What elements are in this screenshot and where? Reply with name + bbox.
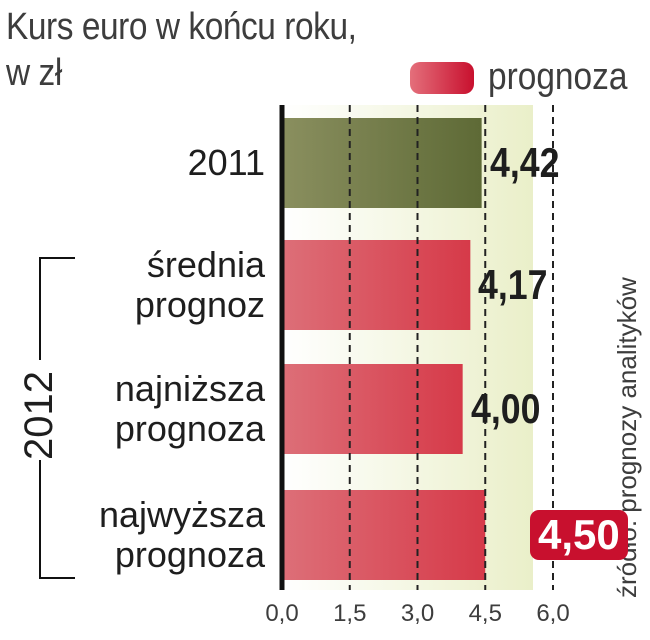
category-label-3: najwyższa prognoza [98,494,265,575]
bar-average [282,240,471,330]
category-label-1: średnia prognoz [134,244,265,325]
bar-2011 [282,118,482,208]
group-label-2012: 2012 [17,371,61,460]
x-tick-label-4: 6,0 [536,600,570,627]
chart-title-line-2: w zł [6,52,62,94]
x-tick-label-3: 4,5 [468,600,502,627]
x-tick-label-0: 0,0 [265,600,299,627]
category-label-0: 2011 [187,142,265,183]
legend-swatch-forecast [410,62,474,94]
x-tick-label-2: 3,0 [400,600,435,627]
group-bracket-2012 [39,257,75,579]
legend-label: prognoza [488,56,628,98]
value-label-2: 4,00 [470,385,541,432]
category-label-2: najniższa prognoza [114,368,265,449]
value-label-3: 4,50 [530,510,628,560]
chart-title-line-1: Kurs euro w końcu roku, [6,6,357,48]
chart-title: Kurs euro w końcu roku, w zł [6,4,357,96]
x-tick-label-1: 1,5 [333,600,367,627]
bar-highest [282,490,486,580]
value-label-1: 4,17 [478,261,548,308]
bar-lowest [282,364,463,454]
value-label-0: 4,42 [489,139,560,186]
